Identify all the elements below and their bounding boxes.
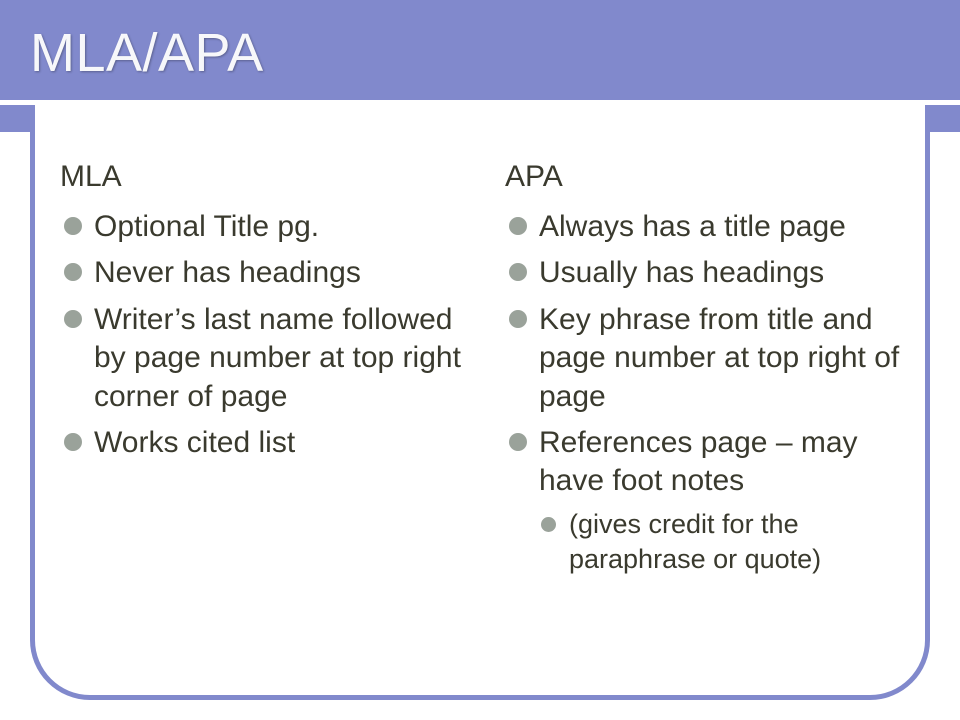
left-list: Optional Title pg. Never has headings Wr… <box>60 208 465 462</box>
list-item-text: Always has a title page <box>539 210 846 243</box>
list-item-text: Works cited list <box>94 426 295 459</box>
list-item: Always has a title page <box>505 208 910 246</box>
list-item: Works cited list <box>60 424 465 462</box>
list-item-text: Optional Title pg. <box>94 210 319 243</box>
sublist-item-text: (gives credit for the paraphrase or quot… <box>569 509 821 574</box>
list-item: Writer’s last name followed by page numb… <box>60 301 465 416</box>
list-item-text: References page – may have foot notes <box>539 426 858 497</box>
content-columns: MLA Optional Title pg. Never has heading… <box>60 160 910 585</box>
slide: MLA/APA MLA Optional Title pg. Never has… <box>0 0 960 720</box>
list-item: Key phrase from title and page number at… <box>505 301 910 416</box>
right-column-heading: APA <box>505 160 910 194</box>
left-column-heading: MLA <box>60 160 465 194</box>
right-list: Always has a title page Usually has head… <box>505 208 910 577</box>
list-item-text: Key phrase from title and page number at… <box>539 303 899 413</box>
list-item-text: Usually has headings <box>539 256 824 289</box>
right-column: APA Always has a title page Usually has … <box>505 160 910 585</box>
list-item-text: Writer’s last name followed by page numb… <box>94 303 461 413</box>
right-sublist: (gives credit for the paraphrase or quot… <box>539 507 910 577</box>
list-item: Usually has headings <box>505 254 910 292</box>
list-item: Optional Title pg. <box>60 208 465 246</box>
list-item: References page – may have foot notes (g… <box>505 424 910 577</box>
list-item-text: Never has headings <box>94 256 361 289</box>
sublist-item: (gives credit for the paraphrase or quot… <box>539 507 910 577</box>
left-column: MLA Optional Title pg. Never has heading… <box>60 160 465 585</box>
slide-title: MLA/APA <box>30 22 264 84</box>
list-item: Never has headings <box>60 254 465 292</box>
